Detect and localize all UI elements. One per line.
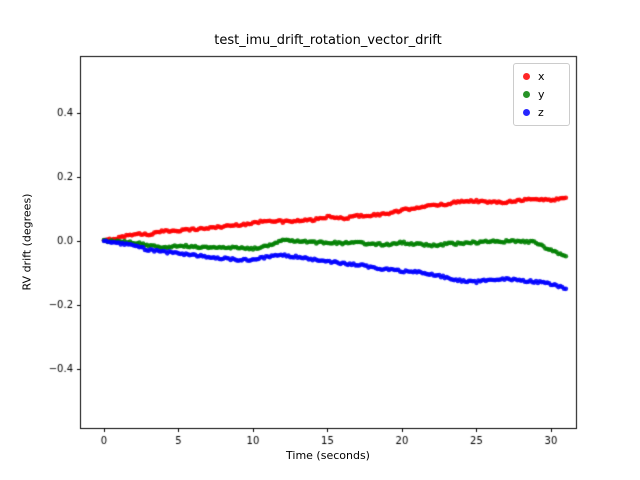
legend-label-z: z [538,106,544,119]
legend-label-y: y [538,88,545,101]
legend-label-x: x [538,70,545,83]
legend: x y z [513,63,570,126]
legend-item-x: x [523,71,557,82]
x-axis-label: Time (seconds) [286,449,370,462]
y-axis-label: RV drift (degrees) [20,193,34,291]
legend-marker-y-icon [523,91,530,98]
legend-marker-z-icon [523,109,530,116]
legend-item-z: z [523,107,557,118]
chart-title: test_imu_drift_rotation_vector_drift [214,33,442,48]
legend-marker-x-icon [523,73,530,80]
legend-item-y: y [523,89,557,100]
